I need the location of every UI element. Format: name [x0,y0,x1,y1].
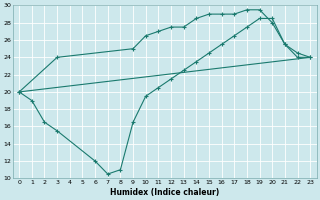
X-axis label: Humidex (Indice chaleur): Humidex (Indice chaleur) [110,188,219,197]
